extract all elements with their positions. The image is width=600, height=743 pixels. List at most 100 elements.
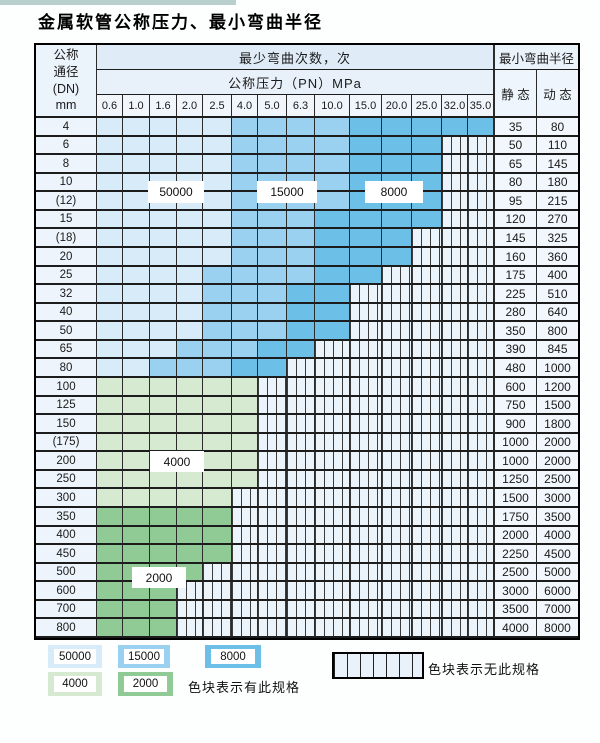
static-value: 80 xyxy=(495,174,537,192)
no-spec-cell xyxy=(258,564,287,582)
spec-cell-50000 xyxy=(177,118,203,137)
spec-cell-8000 xyxy=(258,341,287,359)
no-spec-cell xyxy=(442,285,468,304)
static-value: 145 xyxy=(495,229,537,248)
spec-cell-15000 xyxy=(232,285,258,304)
spec-cell-50000 xyxy=(97,174,123,192)
no-spec-cell xyxy=(382,378,412,397)
no-spec-cell xyxy=(287,397,315,415)
spec-cell-2000 xyxy=(123,619,150,638)
spec-table: 公称 通径 (DN) mm 最少弯曲次数，次 最小弯曲半径 公称压力（PN）MPa 静 态动 … xyxy=(34,43,580,640)
spec-cell-50000 xyxy=(97,137,123,155)
no-spec-cell xyxy=(468,248,495,267)
legend-swatch-value: 8000 xyxy=(211,649,255,664)
zone-label-15000: 15000 xyxy=(257,181,317,203)
spec-cell-50000 xyxy=(97,341,123,359)
spec-cell-15000 xyxy=(287,229,315,248)
no-spec-cell xyxy=(468,582,495,601)
spec-cell-50000 xyxy=(177,155,203,174)
row-dn-label: 20 xyxy=(36,248,97,267)
spec-cell-4000 xyxy=(232,452,258,471)
spec-cell-4000 xyxy=(150,434,177,452)
no-spec-cell xyxy=(412,285,442,304)
spec-cell-50000 xyxy=(203,248,232,267)
pressure-col-header: 0.6 xyxy=(97,95,123,118)
no-spec-cell xyxy=(287,582,315,601)
zone-label-50000: 50000 xyxy=(148,181,204,203)
no-spec-cell xyxy=(287,452,315,471)
static-value: 65 xyxy=(495,155,537,174)
spec-cell-15000 xyxy=(287,267,315,285)
spec-cell-8000 xyxy=(258,359,287,378)
spec-cell-15000 xyxy=(315,118,350,137)
no-spec-cell xyxy=(468,359,495,378)
no-spec-cell xyxy=(382,341,412,359)
static-value: 4000 xyxy=(495,619,537,638)
no-spec-cell xyxy=(442,619,468,638)
spec-cell-15000 xyxy=(203,304,232,322)
spec-cell-2000 xyxy=(150,545,177,564)
spec-cell-2000 xyxy=(177,527,203,545)
no-spec-cell xyxy=(442,601,468,619)
row-dn-label: 500 xyxy=(36,564,97,582)
dynamic-value: 6000 xyxy=(537,582,578,601)
dynamic-value: 4000 xyxy=(537,527,578,545)
spec-cell-50000 xyxy=(123,304,150,322)
row-dn-label: 25 xyxy=(36,267,97,285)
spec-cell-8000 xyxy=(315,304,350,322)
no-spec-cell xyxy=(468,397,495,415)
spec-cell-50000 xyxy=(203,155,232,174)
spec-cell-2000 xyxy=(97,601,123,619)
no-spec-cell xyxy=(315,359,350,378)
spec-cell-2000 xyxy=(97,527,123,545)
spec-cell-8000 xyxy=(287,285,315,304)
no-spec-cell xyxy=(468,229,495,248)
no-spec-cell xyxy=(442,174,468,192)
spec-cell-4000 xyxy=(203,415,232,434)
static-value: 50 xyxy=(495,137,537,155)
spec-cell-2000 xyxy=(97,582,123,601)
row-dn-label: 300 xyxy=(36,489,97,508)
no-spec-cell xyxy=(315,452,350,471)
spec-cell-15000 xyxy=(258,229,287,248)
no-spec-cell xyxy=(468,341,495,359)
no-spec-cell xyxy=(382,471,412,489)
spec-cell-15000 xyxy=(203,341,232,359)
spec-cell-8000 xyxy=(315,229,350,248)
spec-cell-50000 xyxy=(97,155,123,174)
pressure-col-header: 5.0 xyxy=(258,95,287,118)
no-spec-cell xyxy=(468,211,495,229)
bend-cycles-header: 最少弯曲次数，次 xyxy=(97,45,495,70)
spec-cell-50000 xyxy=(150,267,177,285)
spec-cell-4000 xyxy=(123,489,150,508)
spec-cell-50000 xyxy=(177,322,203,341)
spec-cell-50000 xyxy=(123,211,150,229)
static-value: 1750 xyxy=(495,508,537,527)
spec-cell-8000 xyxy=(412,137,442,155)
no-spec-cell xyxy=(382,267,412,285)
spec-cell-4000 xyxy=(177,489,203,508)
no-spec-cell xyxy=(315,378,350,397)
no-spec-cell xyxy=(412,267,442,285)
static-value: 480 xyxy=(495,359,537,378)
spec-cell-50000 xyxy=(177,229,203,248)
spec-cell-4000 xyxy=(203,489,232,508)
spec-cell-4000 xyxy=(97,378,123,397)
no-spec-cell xyxy=(258,582,287,601)
row-dn-label: 10 xyxy=(36,174,97,192)
no-spec-cell xyxy=(350,397,382,415)
page-title: 金属软管公称压力、最小弯曲半径 xyxy=(38,13,323,33)
no-spec-cell xyxy=(382,434,412,452)
no-spec-cell xyxy=(412,248,442,267)
spec-cell-15000 xyxy=(203,322,232,341)
legend-swatch-value: 15000 xyxy=(124,649,164,664)
spec-cell-50000 xyxy=(123,155,150,174)
no-spec-cell xyxy=(258,489,287,508)
no-spec-cell xyxy=(382,397,412,415)
static-value: 1500 xyxy=(495,489,537,508)
spec-cell-4000 xyxy=(150,489,177,508)
spec-cell-8000 xyxy=(350,155,382,174)
no-spec-cell xyxy=(315,471,350,489)
no-spec-cell xyxy=(258,452,287,471)
spec-cell-50000 xyxy=(123,118,150,137)
